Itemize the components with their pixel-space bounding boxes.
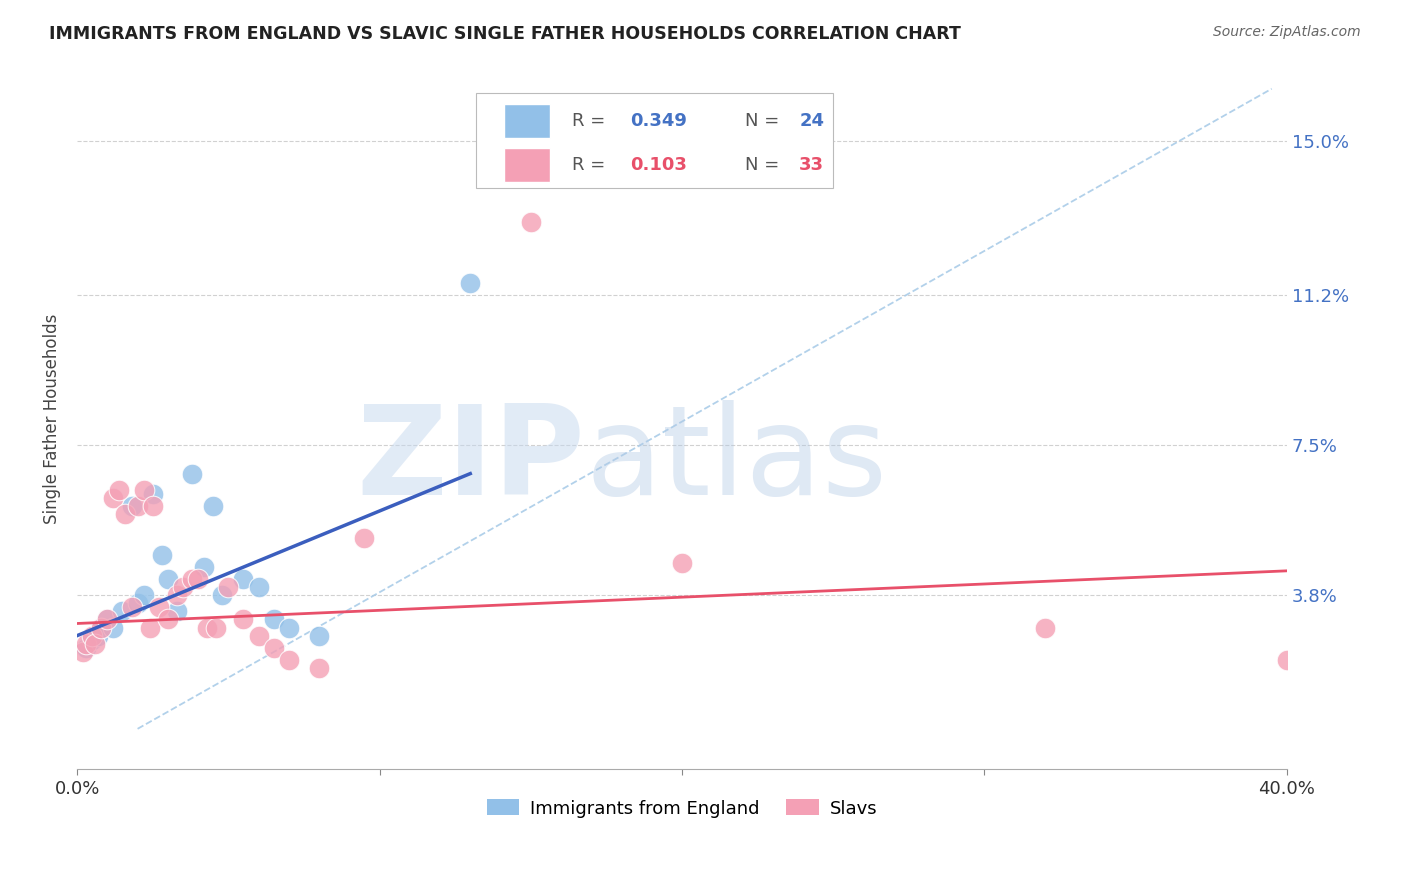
Point bbox=[308, 629, 330, 643]
Point bbox=[181, 572, 204, 586]
Point bbox=[263, 612, 285, 626]
Point bbox=[82, 632, 104, 647]
Point bbox=[121, 499, 143, 513]
Point bbox=[181, 467, 204, 481]
Point bbox=[277, 621, 299, 635]
Point bbox=[263, 640, 285, 655]
Point bbox=[519, 215, 541, 229]
Point bbox=[205, 621, 228, 635]
Point bbox=[172, 580, 194, 594]
Point bbox=[671, 556, 693, 570]
Point bbox=[75, 637, 97, 651]
Point bbox=[103, 621, 125, 635]
Point bbox=[156, 612, 179, 626]
Text: 24: 24 bbox=[799, 112, 824, 130]
Point bbox=[138, 621, 160, 635]
Point bbox=[82, 629, 104, 643]
Point bbox=[108, 483, 131, 497]
FancyBboxPatch shape bbox=[477, 93, 834, 187]
Point bbox=[114, 507, 136, 521]
Point bbox=[90, 621, 112, 635]
Point bbox=[166, 604, 188, 618]
Point bbox=[75, 640, 97, 655]
Point bbox=[232, 612, 254, 626]
Point bbox=[127, 596, 149, 610]
Text: N =: N = bbox=[745, 112, 785, 130]
Point bbox=[202, 499, 225, 513]
Text: R =: R = bbox=[572, 112, 610, 130]
Point bbox=[1275, 653, 1298, 667]
Text: Source: ZipAtlas.com: Source: ZipAtlas.com bbox=[1213, 25, 1361, 39]
Point bbox=[96, 612, 118, 626]
Point bbox=[142, 487, 165, 501]
Point bbox=[217, 580, 239, 594]
Bar bbox=[505, 104, 550, 138]
Point bbox=[156, 572, 179, 586]
Point bbox=[353, 532, 375, 546]
Text: 0.103: 0.103 bbox=[630, 156, 686, 174]
Text: atlas: atlas bbox=[585, 401, 887, 522]
Point bbox=[127, 499, 149, 513]
Point bbox=[142, 499, 165, 513]
Point bbox=[121, 600, 143, 615]
Point bbox=[150, 548, 173, 562]
Text: IMMIGRANTS FROM ENGLAND VS SLAVIC SINGLE FATHER HOUSEHOLDS CORRELATION CHART: IMMIGRANTS FROM ENGLAND VS SLAVIC SINGLE… bbox=[49, 25, 962, 43]
Text: N =: N = bbox=[745, 156, 785, 174]
Legend: Immigrants from England, Slavs: Immigrants from England, Slavs bbox=[479, 792, 884, 825]
Point bbox=[72, 645, 94, 659]
Text: 0.349: 0.349 bbox=[630, 112, 686, 130]
Point bbox=[1033, 621, 1056, 635]
Text: R =: R = bbox=[572, 156, 610, 174]
Point bbox=[247, 629, 270, 643]
Point bbox=[308, 661, 330, 675]
Point bbox=[132, 483, 155, 497]
Point bbox=[90, 621, 112, 635]
Bar bbox=[505, 148, 550, 182]
Point bbox=[148, 600, 170, 615]
Text: ZIP: ZIP bbox=[357, 401, 585, 522]
Point bbox=[111, 604, 134, 618]
Point bbox=[193, 559, 215, 574]
Text: 33: 33 bbox=[799, 156, 824, 174]
Point bbox=[96, 612, 118, 626]
Point bbox=[84, 637, 107, 651]
Point bbox=[247, 580, 270, 594]
Point bbox=[87, 629, 110, 643]
Point bbox=[103, 491, 125, 505]
Point bbox=[458, 277, 481, 291]
Point bbox=[187, 572, 209, 586]
Point bbox=[132, 588, 155, 602]
Point bbox=[195, 621, 218, 635]
Point bbox=[166, 588, 188, 602]
Point bbox=[211, 588, 233, 602]
Point bbox=[277, 653, 299, 667]
Y-axis label: Single Father Households: Single Father Households bbox=[44, 314, 60, 524]
Point bbox=[232, 572, 254, 586]
